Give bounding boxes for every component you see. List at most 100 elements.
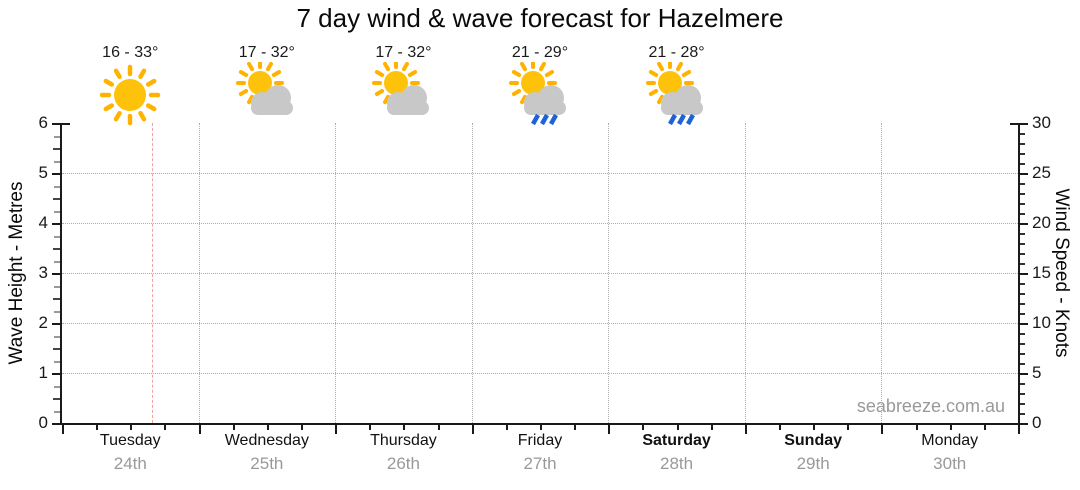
temp-range-label: 17 - 32° [238,44,295,61]
x-axis-minor-tick [574,425,577,430]
day-date-label: 28th [660,454,694,473]
left-axis-minor-tick [54,135,60,138]
right-axis-tick-label: 5 [1032,363,1042,382]
left-axis-tick [52,123,60,125]
right-axis-top-cap [1010,123,1018,125]
x-axis-minor-tick [915,425,918,430]
right-axis-minor-tick [1020,183,1025,185]
right-axis-tick-label: 25 [1032,163,1051,182]
left-axis-minor-tick [53,298,60,300]
partly-cloudy-icon [235,59,299,126]
x-axis-tick [62,425,64,434]
x-axis-minor-tick [813,425,816,430]
h-gridline [62,223,1018,224]
day-name-label: Tuesday [99,432,161,449]
left-axis-minor-tick [54,185,60,188]
left-axis-tick-label: 0 [38,413,48,432]
x-axis-minor-tick [949,425,952,430]
now-marker-line [152,123,154,423]
temp-range-label: 21 - 28° [648,44,705,61]
x-axis-minor-tick [779,425,781,430]
right-axis-tick [1020,173,1028,175]
x-axis-minor-tick [710,425,713,430]
x-axis-minor-tick [130,425,133,430]
watermark-text: seabreeze.com.au [856,396,1005,416]
right-axis-tick-label: 0 [1032,413,1042,432]
left-axis-tick-label: 4 [38,213,48,232]
v-gridline [744,123,746,423]
right-axis-tick [1020,123,1028,125]
right-axis-minor-tick [1020,203,1025,205]
x-axis-minor-tick [96,425,99,430]
x-axis-minor-tick [301,425,303,430]
left-axis-minor-tick [54,210,60,213]
left-axis-minor-tick [54,285,60,288]
right-axis-minor-tick [1020,153,1025,155]
right-axis-minor-tick [1020,413,1025,415]
right-axis-tick [1020,373,1028,375]
left-axis-minor-tick [53,398,60,400]
x-axis-minor-tick [369,425,372,430]
day-date-label: 25th [250,454,284,473]
x-axis-minor-tick [266,425,269,430]
right-axis-minor-tick [1020,143,1025,145]
x-axis-tick [881,425,884,434]
left-axis-minor-tick [54,335,60,338]
left-axis-minor-tick [54,310,60,313]
x-axis-tick [471,425,474,434]
left-axis-tick [52,423,60,425]
right-axis-minor-tick [1020,263,1025,265]
right-axis-tick [1020,423,1028,425]
left-axis-line [60,123,62,425]
h-gridline [62,273,1018,274]
left-axis-minor-tick [54,385,60,388]
left-axis-minor-tick [54,235,60,238]
x-axis-line [56,423,1022,425]
chart-title: 7 day wind & wave forecast for Hazelmere [296,3,784,33]
left-axis-tick-label: 6 [38,113,48,132]
x-axis-tick [608,425,611,434]
left-axis-minor-tick [54,260,60,263]
right-axis-minor-tick [1020,403,1025,405]
partly-cloudy-icon [371,59,435,126]
left-axis-tick-label: 2 [38,313,48,332]
left-axis-minor-tick [53,348,60,350]
right-axis-tick-label: 10 [1032,313,1051,332]
right-axis-minor-tick [1020,313,1025,315]
x-axis-minor-tick [232,425,235,430]
v-gridline [198,123,200,423]
sunny-icon [98,62,162,126]
right-axis-minor-tick [1020,243,1025,245]
day-name-label: Saturday [642,432,711,449]
right-axis-minor-tick [1020,333,1025,335]
day-name-label: Thursday [370,432,437,449]
v-gridline [881,123,883,423]
right-axis-minor-tick [1020,163,1025,165]
day-date-label: 26th [386,454,420,473]
h-gridline [62,173,1018,174]
x-axis-tick [1018,425,1020,434]
day-date-label: 27th [523,454,557,473]
temp-range-label: 17 - 32° [375,44,432,61]
left-axis-tick-label: 1 [38,363,48,382]
right-axis-tick [1020,223,1028,225]
left-axis-minor-tick [54,410,60,413]
right-axis-minor-tick [1020,363,1025,365]
left-axis-top-cap [62,123,70,125]
x-axis-minor-tick [403,425,406,430]
right-axis-minor-tick [1020,343,1025,345]
h-gridline [62,373,1018,374]
day-name-label: Wednesday [224,432,309,449]
right-axis-tick [1020,323,1028,325]
x-axis-minor-tick [540,425,542,430]
day-date-label: 30th [933,454,967,473]
right-axis-minor-tick [1020,293,1025,295]
left-axis-tick [52,273,60,275]
right-axis-minor-tick [1020,213,1025,215]
right-axis-minor-tick [1020,133,1025,135]
right-axis-tick-label: 20 [1032,213,1051,232]
sun-cloud-rain-icon [645,59,709,126]
day-name-label: Friday [517,432,563,449]
